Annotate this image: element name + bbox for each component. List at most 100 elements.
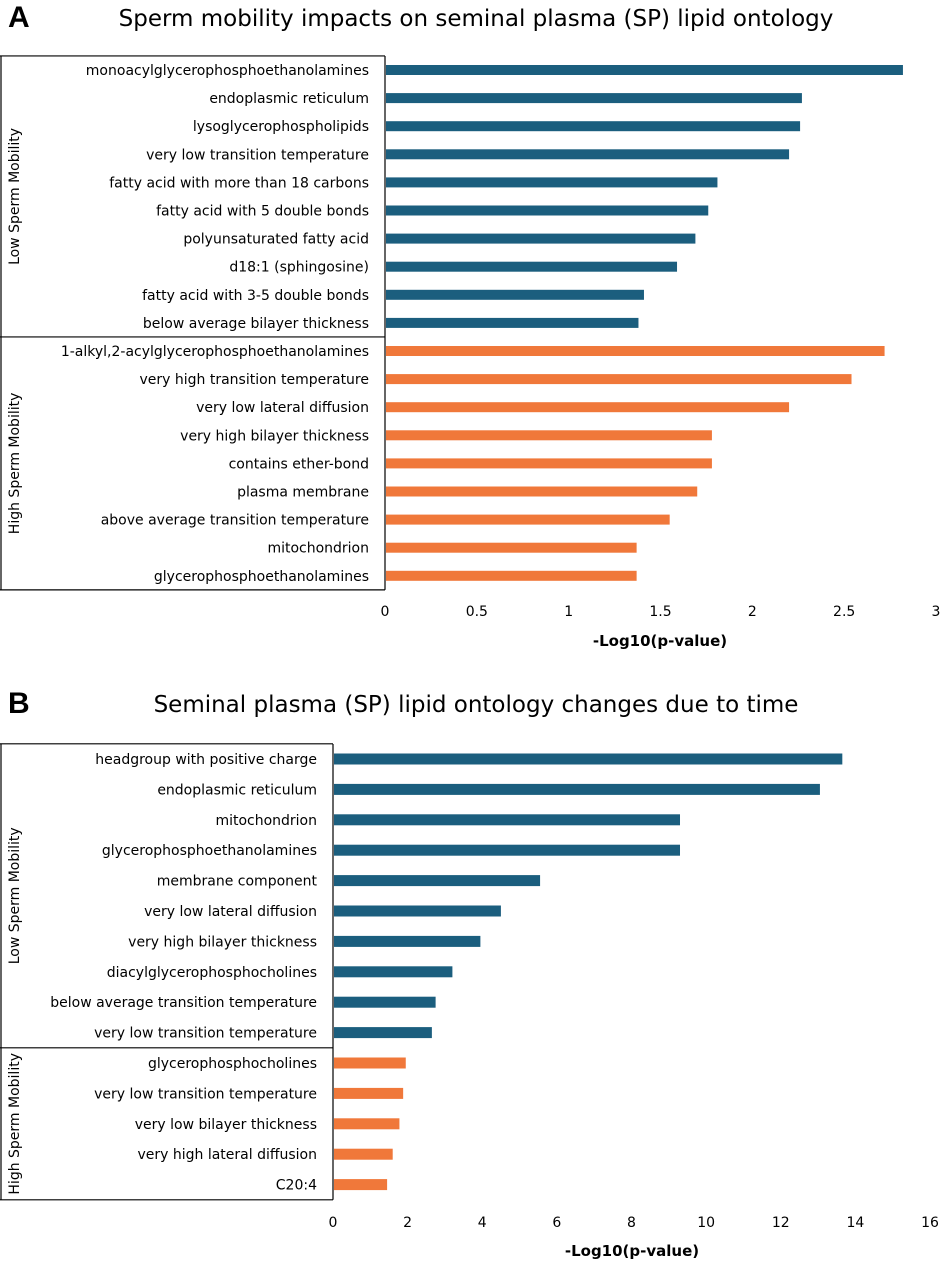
bar bbox=[386, 486, 698, 497]
x-tick-label: 3 bbox=[932, 604, 941, 620]
x-tick-label: 14 bbox=[846, 1215, 864, 1231]
category-label: glycerophosphoethanolamines bbox=[102, 843, 317, 859]
category-label: d18:1 (sphingosine) bbox=[229, 260, 369, 276]
category-label: diacylglycerophosphocholines bbox=[107, 965, 317, 981]
chart-panel-a: A Sperm mobility impacts on seminal plasm… bbox=[0, 1, 940, 650]
bar bbox=[334, 1087, 404, 1099]
x-tick-label: 0 bbox=[329, 1215, 338, 1231]
group-low-sperm-mobility: headgroup with positive charge endoplasmi… bbox=[0, 743, 843, 1048]
x-tick-label: 8 bbox=[627, 1215, 636, 1231]
category-label: very high bilayer thickness bbox=[128, 934, 317, 950]
bar bbox=[334, 844, 681, 856]
bar bbox=[386, 149, 790, 160]
category-label: mitochondrion bbox=[215, 813, 317, 829]
x-tick-label: 0 bbox=[381, 604, 390, 620]
category-label: below average bilayer thickness bbox=[143, 316, 369, 332]
bar bbox=[386, 93, 802, 104]
chart-title: Seminal plasma (SP) lipid ontology chang… bbox=[154, 692, 799, 718]
bar bbox=[386, 205, 709, 216]
category-label: polyunsaturated fatty acid bbox=[183, 232, 369, 248]
group-label: Low Sperm Mobility bbox=[7, 827, 23, 964]
category-label: headgroup with positive charge bbox=[95, 752, 317, 768]
category-label: glycerophosphoethanolamines bbox=[154, 569, 369, 585]
x-tick-label: 2.5 bbox=[833, 604, 855, 620]
bar bbox=[334, 966, 453, 978]
x-tick-label: 6 bbox=[552, 1215, 561, 1231]
bar bbox=[334, 996, 436, 1008]
bar bbox=[334, 1118, 400, 1130]
panel-letter: A bbox=[8, 1, 30, 34]
category-label: very high bilayer thickness bbox=[180, 428, 369, 444]
bar bbox=[386, 65, 903, 75]
x-tick-label: 0.5 bbox=[466, 604, 488, 620]
bar bbox=[386, 317, 639, 328]
group-label: High Sperm Mobility bbox=[7, 1053, 23, 1195]
group-high-sperm-mobility: glycerophosphocholines very low transitio… bbox=[0, 1047, 406, 1201]
bar bbox=[334, 935, 481, 947]
category-label: glycerophosphocholines bbox=[148, 1056, 317, 1072]
x-tick-label: 2 bbox=[748, 604, 757, 620]
group-high-sperm-mobility: 1-alkyl,2-acylglycerophosphoethanolamine… bbox=[0, 336, 885, 591]
category-label: very high transition temperature bbox=[139, 372, 369, 388]
category-label: fatty acid with more than 18 carbons bbox=[109, 175, 369, 191]
category-label: fatty acid with 3-5 double bonds bbox=[142, 288, 369, 304]
category-label: 1-alkyl,2-acylglycerophosphoethanolamine… bbox=[61, 344, 369, 360]
group-low-sperm-mobility: monoacylglycerophosphoethanolamines endop… bbox=[0, 55, 903, 337]
category-label: C20:4 bbox=[276, 1178, 317, 1194]
chart-title: Sperm mobility impacts on seminal plasma… bbox=[119, 6, 834, 32]
category-label: endoplasmic reticulum bbox=[209, 91, 369, 107]
bar bbox=[386, 233, 696, 244]
category-label: mitochondrion bbox=[267, 541, 369, 557]
x-axis-label: -Log10(p-value) bbox=[565, 1242, 699, 1260]
bar bbox=[386, 570, 637, 581]
bar bbox=[386, 374, 852, 385]
bar bbox=[334, 1057, 406, 1069]
category-label: lysoglycerophospholipids bbox=[193, 119, 369, 135]
category-label: contains ether-bond bbox=[229, 456, 369, 472]
x-tick-label: 10 bbox=[697, 1215, 715, 1231]
bar bbox=[334, 783, 820, 795]
x-tick-label: 16 bbox=[921, 1215, 939, 1231]
category-label: plasma membrane bbox=[237, 485, 369, 501]
bar bbox=[334, 1179, 388, 1191]
bar bbox=[386, 289, 644, 300]
category-label: endoplasmic reticulum bbox=[157, 782, 317, 798]
category-label: above average transition temperature bbox=[101, 513, 369, 529]
category-label: very low transition temperature bbox=[94, 1086, 317, 1102]
group-label: High Sperm Mobility bbox=[7, 393, 23, 535]
bar bbox=[386, 177, 718, 188]
bar bbox=[334, 1027, 432, 1039]
bar bbox=[386, 346, 885, 356]
x-tick-label: 4 bbox=[478, 1215, 487, 1231]
category-label: very low lateral diffusion bbox=[196, 400, 369, 416]
category-label: very low transition temperature bbox=[146, 147, 369, 163]
category-label: very low bilayer thickness bbox=[135, 1117, 317, 1133]
category-label: very high lateral diffusion bbox=[137, 1147, 317, 1163]
x-axis-label: -Log10(p-value) bbox=[593, 632, 727, 650]
category-label: very low lateral diffusion bbox=[144, 904, 317, 920]
bar bbox=[386, 261, 678, 272]
bar bbox=[334, 753, 843, 765]
x-tick-label: 1.5 bbox=[649, 604, 671, 620]
bar bbox=[334, 875, 541, 887]
bar bbox=[386, 121, 801, 132]
x-tick-label: 2 bbox=[403, 1215, 412, 1231]
category-label: membrane component bbox=[157, 874, 318, 890]
bar bbox=[334, 814, 681, 826]
x-tick-label: 12 bbox=[772, 1215, 790, 1231]
category-label: very low transition temperature bbox=[94, 1026, 317, 1042]
bar bbox=[386, 458, 712, 469]
chart-panel-b: B Seminal plasma (SP) lipid ontology chan… bbox=[0, 687, 939, 1260]
bar bbox=[386, 514, 670, 525]
bar bbox=[386, 542, 637, 553]
bar bbox=[334, 1148, 393, 1160]
bar bbox=[334, 905, 501, 917]
x-tick-label: 1 bbox=[564, 604, 573, 620]
bar bbox=[386, 430, 712, 441]
bar bbox=[386, 402, 790, 413]
panel-letter: B bbox=[8, 687, 30, 720]
category-label: monoacylglycerophosphoethanolamines bbox=[86, 63, 369, 79]
group-label: Low Sperm Mobility bbox=[7, 128, 23, 265]
category-label: below average transition temperature bbox=[50, 995, 317, 1011]
